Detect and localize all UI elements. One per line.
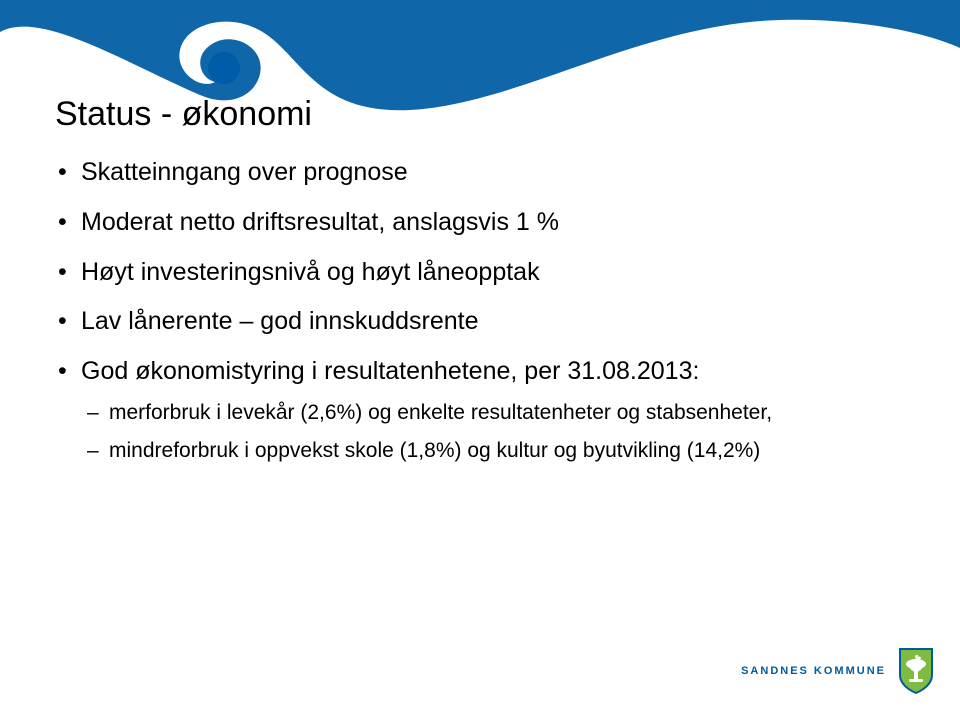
crest-base: [909, 679, 923, 682]
header-dot: [208, 52, 240, 84]
bullet-text: Skatteinngang over prognose: [81, 158, 408, 186]
sub-bullet-list: merforbruk i levekår (2,6%) og enkelte r…: [81, 399, 875, 466]
bullet-text: God økonomistyring i resultatenhetene, p…: [81, 357, 699, 385]
footer-logo: SANDNES KOMMUNE: [741, 647, 936, 695]
bullet-list: Skatteinngang over prognose Moderat nett…: [55, 156, 875, 465]
bullet-item: Skatteinngang over prognose: [55, 156, 875, 190]
sub-bullet-item: merforbruk i levekår (2,6%) og enkelte r…: [81, 399, 875, 427]
slide-title: Status - økonomi: [55, 95, 875, 134]
sub-bullet-text: merforbruk i levekår (2,6%) og enkelte r…: [109, 401, 772, 424]
bullet-text: Lav lånerente – god innskuddsrente: [81, 307, 479, 335]
slide: Status - økonomi Skatteinngang over prog…: [0, 0, 960, 713]
bullet-item: God økonomistyring i resultatenhetene, p…: [55, 355, 875, 465]
bullet-item: Moderat netto driftsresultat, anslagsvis…: [55, 206, 875, 240]
logo-text: SANDNES KOMMUNE: [741, 665, 886, 677]
bullet-text: Høyt investeringsnivå og høyt låneopptak: [81, 258, 540, 286]
crest-stem: [914, 671, 918, 679]
bullet-item: Lav lånerente – god innskuddsrente: [55, 305, 875, 339]
bullet-item: Høyt investeringsnivå og høyt låneopptak: [55, 256, 875, 290]
logo-crest-icon: [896, 647, 936, 695]
bullet-text: Moderat netto driftsresultat, anslagsvis…: [81, 208, 559, 236]
content-area: Status - økonomi Skatteinngang over prog…: [55, 95, 875, 481]
sub-bullet-item: mindreforbruk i oppvekst skole (1,8%) og…: [81, 437, 875, 465]
sub-bullet-text: mindreforbruk i oppvekst skole (1,8%) og…: [109, 439, 760, 462]
